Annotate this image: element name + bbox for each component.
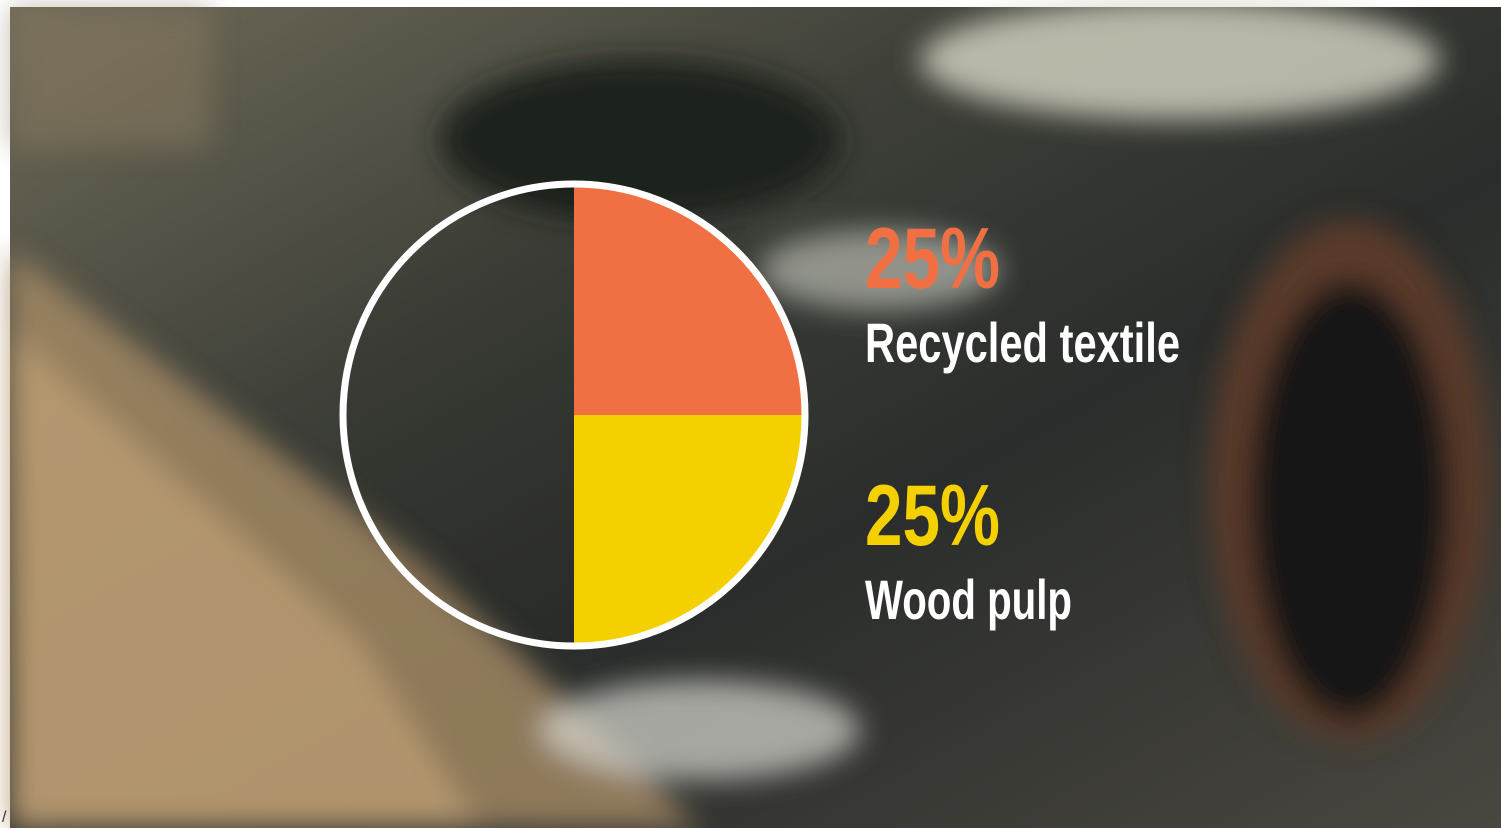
value-label: 25% [865,468,1000,564]
legend-label: Recycled textile [865,311,1180,374]
value-label: 25% [865,211,1000,307]
pie-slice [574,184,805,415]
background-photo [10,0,1501,828]
legend-label: Wood pulp [865,568,1072,631]
pie-chart [339,180,809,650]
pie-outline [339,180,809,650]
pie-slice [574,415,805,646]
corner-text: / [2,809,7,826]
